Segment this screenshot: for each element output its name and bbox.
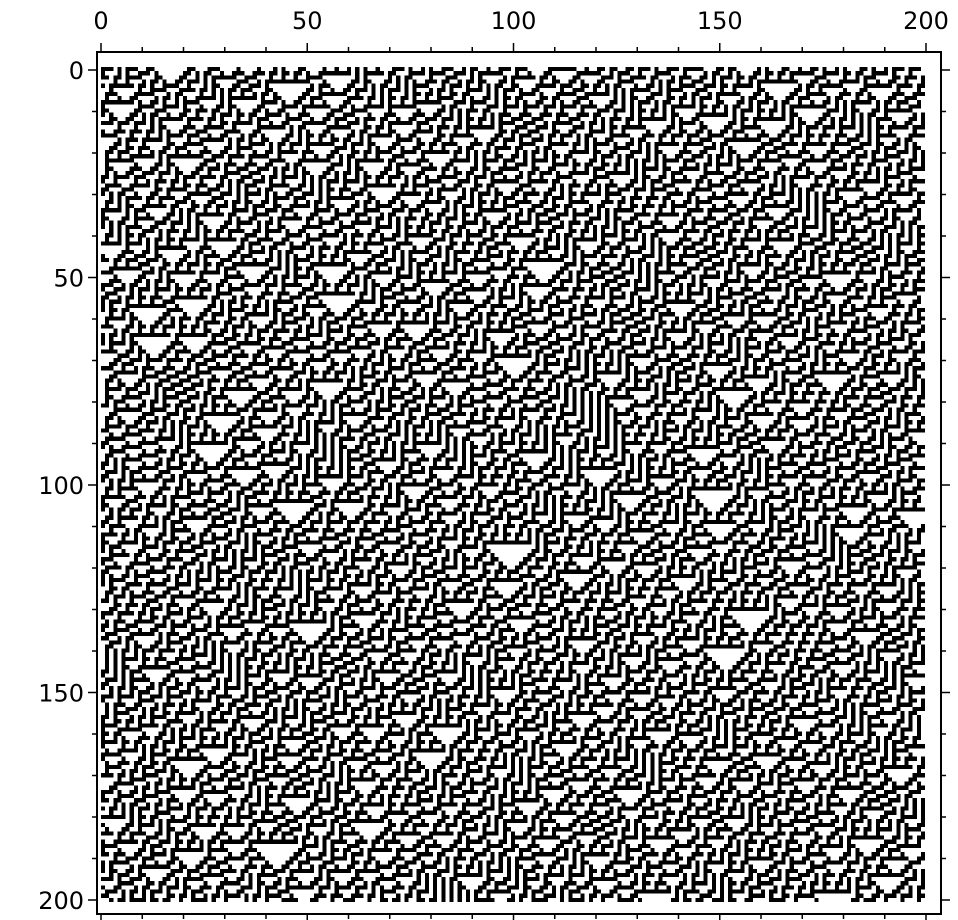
x-tick-label: 0 xyxy=(93,7,108,35)
y-tick-label: 200 xyxy=(38,887,84,915)
axes-frame xyxy=(96,51,942,915)
x-tick-label: 150 xyxy=(697,7,743,35)
y-tick-label: 150 xyxy=(38,680,84,708)
y-tick-label: 100 xyxy=(38,472,84,500)
x-tick-label: 100 xyxy=(491,7,537,35)
y-tick-label: 0 xyxy=(69,57,84,85)
x-tick-label: 50 xyxy=(292,7,323,35)
x-tick-label: 200 xyxy=(903,7,949,35)
y-axis-ticks xyxy=(88,69,950,901)
y-axis-tick-labels: 0 50 100 150 200 xyxy=(38,57,84,915)
plot-area xyxy=(101,67,925,902)
y-tick-label: 50 xyxy=(53,265,84,293)
ca-grid-image xyxy=(101,67,925,902)
x-axis-tick-labels: 0 50 100 150 200 xyxy=(93,7,949,35)
x-axis-ticks xyxy=(100,43,927,920)
